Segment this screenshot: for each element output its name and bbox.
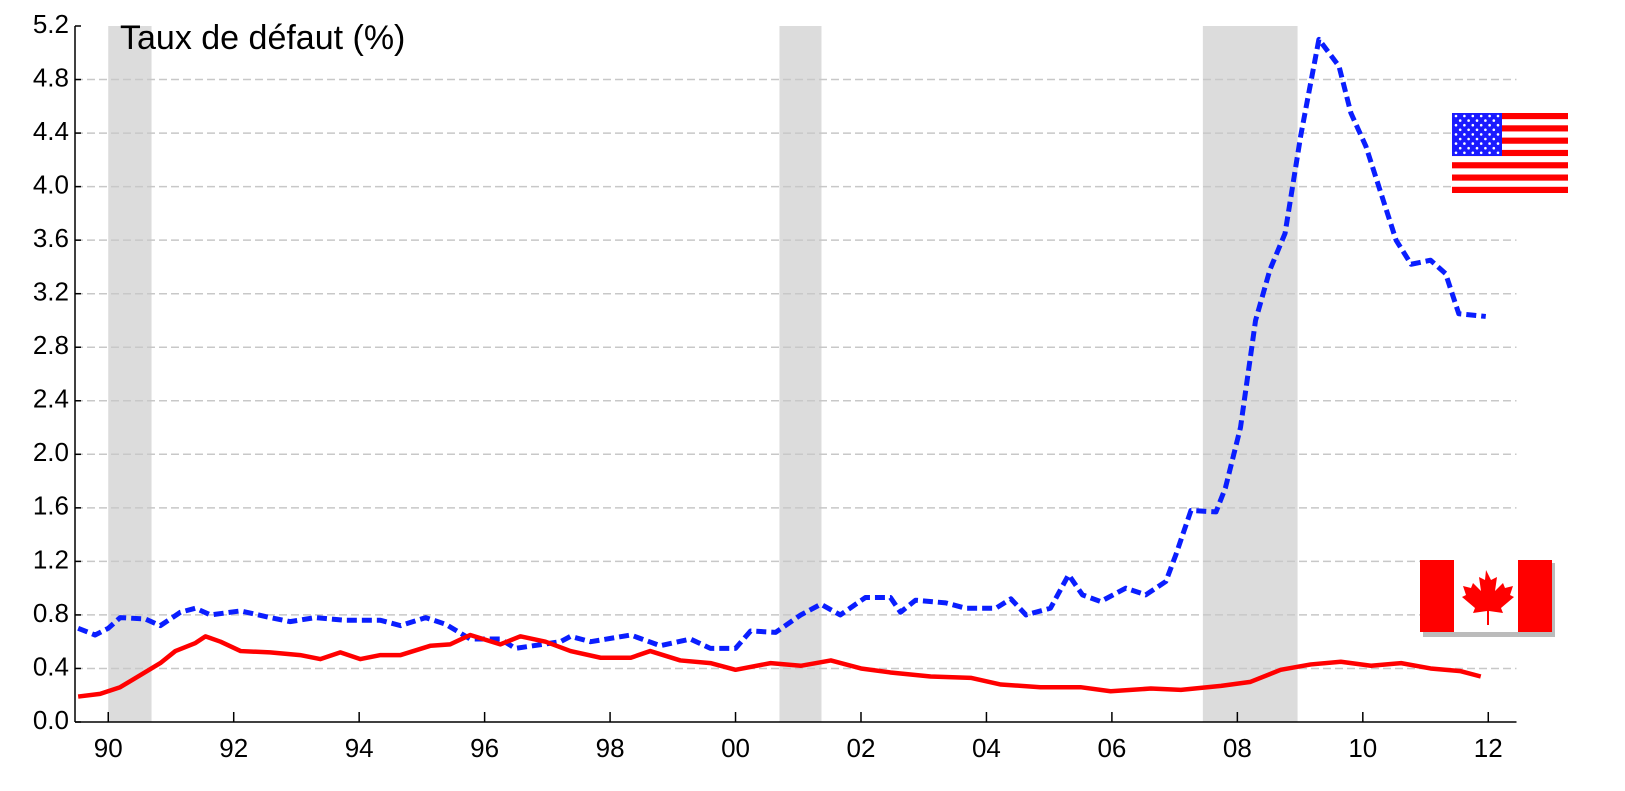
flag-star: [1479, 114, 1483, 118]
canada-flag: [1420, 560, 1555, 637]
y-tick-label: 3.2: [33, 277, 69, 307]
flag-star: [1479, 142, 1483, 145]
y-tick-label: 2.8: [33, 330, 69, 360]
x-tick-label: 00: [721, 733, 750, 763]
flag-star: [1492, 128, 1496, 132]
flag-star: [1458, 128, 1462, 132]
flag-star: [1454, 142, 1458, 145]
flag-star: [1467, 146, 1470, 150]
y-tick-label: 2.4: [33, 384, 69, 414]
flag-star: [1463, 151, 1466, 155]
flag-star: [1467, 119, 1470, 122]
flag-star: [1484, 137, 1487, 141]
flag-star: [1488, 123, 1491, 127]
flag-star: [1496, 123, 1500, 127]
y-tick-label: 4.8: [33, 62, 69, 92]
flag-stripes: [1452, 113, 1568, 193]
flag-star: [1463, 114, 1466, 118]
flag-stars: [1454, 114, 1500, 155]
flag-star: [1463, 142, 1466, 145]
x-tick-label: 90: [94, 733, 123, 763]
flag-star: [1454, 151, 1458, 155]
x-tick-label: 08: [1223, 733, 1252, 763]
flag-star: [1479, 123, 1483, 127]
series-line: [77, 632, 1482, 699]
y-tick-label: 0.0: [33, 705, 69, 735]
flag-star: [1479, 151, 1483, 155]
flag-star: [1496, 114, 1500, 118]
y-tick-label: 1.6: [33, 491, 69, 521]
flag-band: [1518, 560, 1552, 632]
flag-star: [1475, 128, 1479, 132]
x-tick-label: 92: [219, 733, 248, 763]
flag-star: [1488, 142, 1491, 145]
x-tick-label: 96: [470, 733, 499, 763]
flag-star: [1488, 133, 1491, 136]
flag-band: [1420, 560, 1454, 632]
flag-star: [1458, 137, 1462, 141]
x-tick-label: 04: [972, 733, 1001, 763]
x-tick-label: 98: [596, 733, 625, 763]
flag-star: [1454, 114, 1458, 118]
flag-star: [1492, 119, 1496, 122]
x-tick-label: 12: [1474, 733, 1503, 763]
flag-star: [1488, 151, 1491, 155]
flag-star: [1471, 142, 1475, 145]
grid-layer: [75, 78, 1517, 670]
maple-leaf: [1462, 570, 1514, 625]
flag-star: [1492, 146, 1496, 150]
axes-layer: 0.0 0.4 0.8 1.2 1.6 2.0 2.4 2.8 3.2 3.6 4.0 4.4 4.8 5…: [33, 9, 1517, 763]
x-tick-label: 02: [847, 733, 876, 763]
flag-star: [1471, 151, 1475, 155]
y-tick-label: 1.2: [33, 544, 69, 574]
flag-star: [1458, 119, 1462, 122]
y-tick-label: 3.6: [33, 223, 69, 253]
us-flag: [1452, 113, 1568, 193]
y-tick-label: 0.8: [33, 598, 69, 628]
chart-title: Taux de défaut (%): [120, 19, 405, 57]
recession-band: [1202, 26, 1298, 722]
flag-star: [1454, 123, 1458, 127]
x-tick-label: 94: [345, 733, 374, 763]
flag-star: [1496, 133, 1500, 136]
flag-star: [1463, 133, 1466, 136]
flag-star: [1492, 137, 1496, 141]
flag-star: [1488, 114, 1491, 118]
y-tick-label: 4.0: [33, 169, 69, 199]
y-tick-label: 5.2: [33, 9, 69, 39]
flag-star: [1496, 142, 1500, 145]
flag-star: [1484, 146, 1487, 150]
flag-star: [1475, 146, 1479, 150]
series-line: [77, 36, 1487, 651]
flag-star: [1463, 123, 1466, 127]
flag-star: [1454, 133, 1458, 136]
flag-star: [1471, 114, 1475, 118]
flag-star: [1471, 133, 1475, 136]
y-tick-label: 4.4: [33, 116, 69, 146]
lines-layer: [77, 36, 1487, 699]
flag-star: [1458, 146, 1462, 150]
flag-star: [1471, 123, 1475, 127]
flag-star: [1479, 133, 1483, 136]
flag-star: [1496, 151, 1500, 155]
recession-band: [108, 26, 152, 722]
flag-star: [1484, 119, 1487, 122]
flag-star: [1475, 137, 1479, 141]
shading-layer: [108, 26, 1298, 722]
y-tick-label: 2.0: [33, 437, 69, 467]
flag-star: [1467, 128, 1470, 132]
y-tick-label: 0.4: [33, 651, 69, 681]
flag-star: [1484, 128, 1487, 132]
flag-star: [1475, 119, 1479, 122]
x-tick-label: 10: [1348, 733, 1377, 763]
x-tick-label: 06: [1097, 733, 1126, 763]
flag-star: [1467, 137, 1470, 141]
